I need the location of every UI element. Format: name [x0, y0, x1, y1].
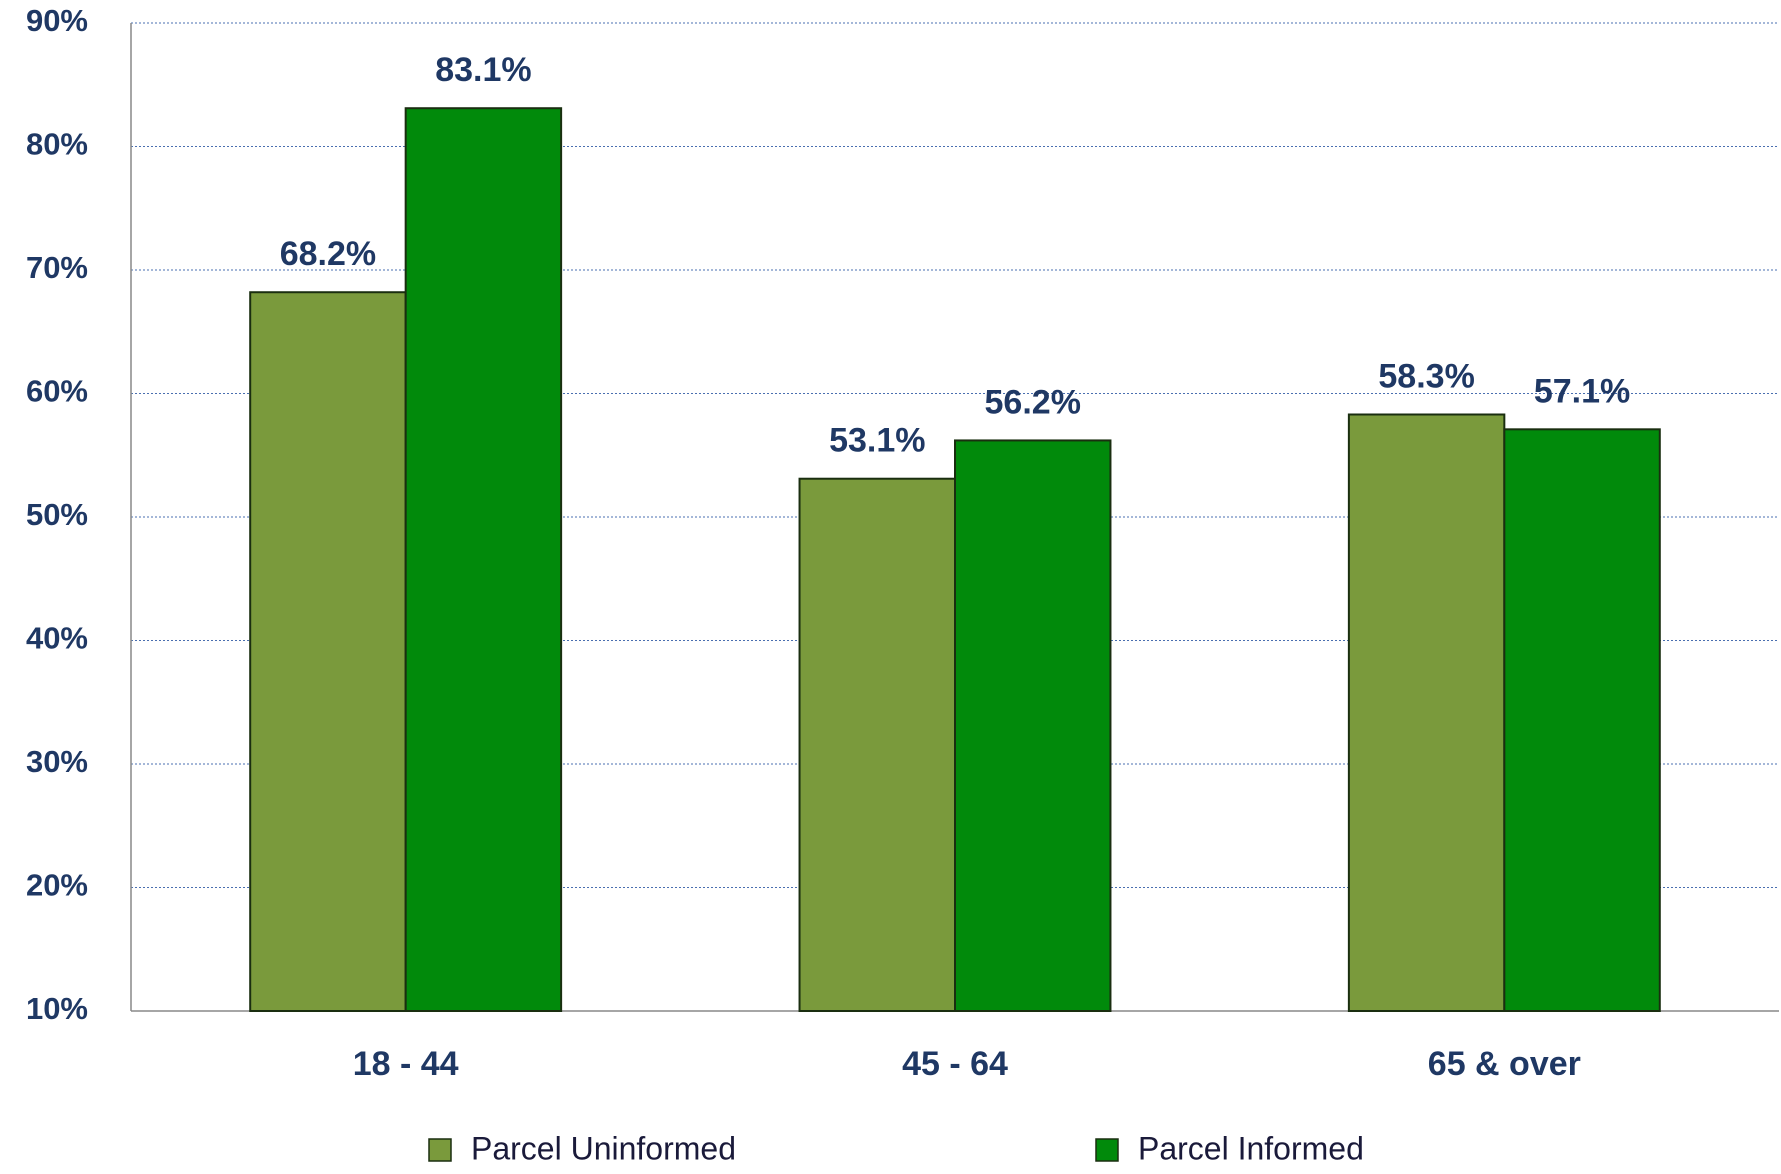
y-tick-label: 90%	[26, 3, 88, 38]
y-tick-label: 30%	[26, 744, 88, 779]
x-tick-label: 65 & over	[1428, 1045, 1581, 1083]
value-label: 57.1%	[1534, 372, 1630, 410]
y-tick-label: 40%	[26, 621, 88, 656]
x-tick-label: 45 - 64	[902, 1045, 1008, 1083]
x-tick-label: 18 - 44	[353, 1045, 459, 1083]
bar	[250, 292, 405, 1011]
y-tick-label: 60%	[26, 374, 88, 409]
chart: 10% 20% 30% 40% 50% 60% 70% 80% 90% 18 - 44 68.2% 8…	[0, 0, 1781, 1174]
y-tick-label: 70%	[26, 250, 88, 285]
y-tick-label: 50%	[26, 497, 88, 532]
value-label: 83.1%	[435, 51, 531, 89]
y-tick-label: 20%	[26, 868, 88, 903]
legend-label: Parcel Uninformed	[471, 1130, 736, 1166]
value-label: 56.2%	[985, 383, 1081, 421]
legend-swatch	[1096, 1139, 1118, 1161]
legend-swatch	[429, 1139, 451, 1161]
legend-label: Parcel Informed	[1138, 1130, 1364, 1166]
bar	[1504, 429, 1659, 1011]
value-label: 58.3%	[1378, 357, 1474, 395]
y-tick-label: 10%	[26, 991, 88, 1026]
value-label: 68.2%	[280, 235, 376, 273]
value-label: 53.1%	[829, 422, 925, 460]
bar	[955, 440, 1110, 1011]
y-tick-label: 80%	[26, 127, 88, 162]
bar	[1349, 414, 1504, 1011]
bar	[800, 479, 955, 1011]
bar	[406, 108, 561, 1011]
